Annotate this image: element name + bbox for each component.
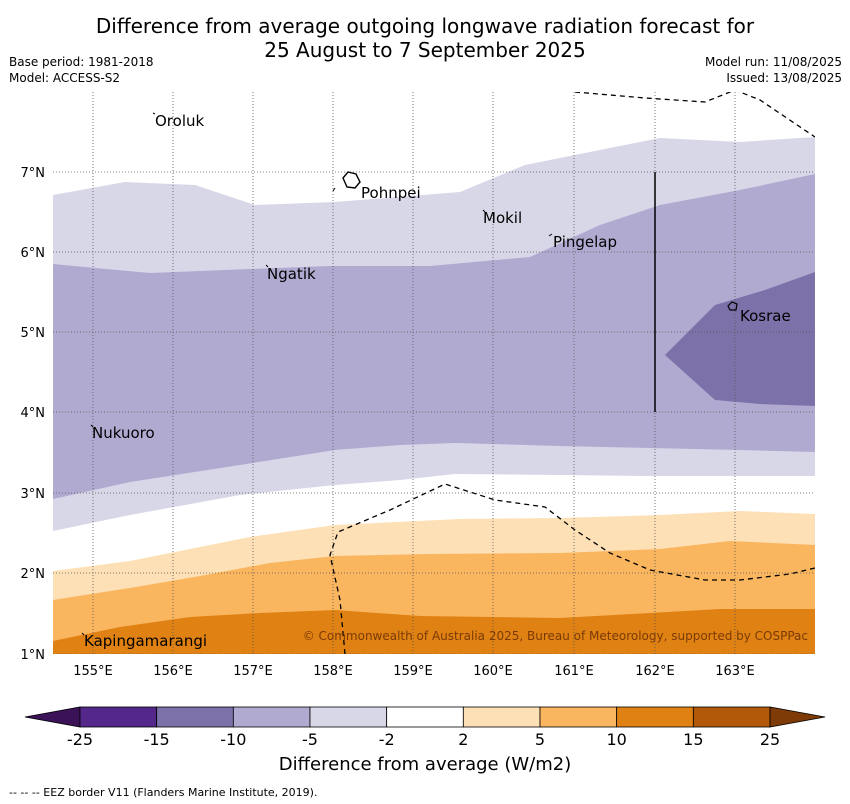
colorbar-tick-label: 25 bbox=[760, 730, 780, 749]
eez-border-north bbox=[574, 92, 815, 138]
pohnpei-island bbox=[342, 171, 361, 189]
title-line-1: Difference from average outgoing longwav… bbox=[95, 14, 755, 38]
colorbar-box bbox=[616, 706, 694, 728]
colorbar-tick-label: 5 bbox=[535, 730, 545, 749]
lon-tick: 162°E bbox=[635, 664, 675, 679]
colorbar-boxes bbox=[24, 706, 826, 728]
copyright-text: © Commonwealth of Australia 2025, Bureau… bbox=[303, 629, 808, 643]
meta-right: Model run: 11/08/2025 Issued: 13/08/2025 bbox=[705, 54, 842, 86]
colorbar-tick-label: 10 bbox=[606, 730, 626, 749]
colorbar-box bbox=[232, 706, 311, 728]
colorbar-tick-label: -10 bbox=[220, 730, 246, 749]
colorbar-box bbox=[309, 706, 388, 728]
lat-tick: 7°N bbox=[21, 166, 46, 181]
footer-note: -- -- -- EEZ border V11 (Flanders Marine… bbox=[9, 786, 318, 799]
place-ngatik: Ngatik bbox=[267, 265, 316, 283]
colorbar-ticks: -25 -15 -10 -5 -2 2 5 10 15 25 bbox=[67, 730, 780, 749]
grid-lines bbox=[53, 92, 815, 654]
colorbar-tick-label: -25 bbox=[67, 730, 93, 749]
place-labels: Oroluk Pohnpei Mokil Pingelap Ngatik Kos… bbox=[84, 112, 791, 650]
colorbar-box bbox=[79, 706, 158, 728]
colorbar-tick-label: -5 bbox=[302, 730, 318, 749]
lon-tick: 155°E bbox=[73, 664, 113, 679]
lat-tick: 6°N bbox=[21, 246, 46, 261]
eez-border-south bbox=[329, 483, 815, 654]
place-nukuoro: Nukuoro bbox=[92, 424, 155, 442]
band-neg10-neg15 bbox=[665, 272, 815, 406]
lon-tick: 157°E bbox=[233, 664, 273, 679]
band-neg5-neg10 bbox=[53, 174, 815, 499]
place-pingelap: Pingelap bbox=[553, 233, 617, 251]
lon-tick: 159°E bbox=[393, 664, 433, 679]
title-line-2: 25 August to 7 September 2025 bbox=[264, 38, 586, 62]
colorbar-extend-low bbox=[24, 706, 81, 728]
contour-fill bbox=[53, 137, 815, 654]
colorbar-box bbox=[156, 706, 234, 728]
lon-tick: 158°E bbox=[313, 664, 353, 679]
place-pohnpei: Pohnpei bbox=[361, 184, 421, 202]
colorbar-label: Difference from average (W/m2) bbox=[278, 754, 572, 775]
place-kosrae: Kosrae bbox=[740, 307, 791, 325]
colorbar-box bbox=[539, 706, 618, 728]
lat-tick: 3°N bbox=[21, 487, 46, 502]
colorbar-box bbox=[462, 706, 541, 728]
place-mokil: Mokil bbox=[483, 209, 522, 227]
lon-tick-labels: 155°E 156°E 157°E 158°E 159°E 160°E 161°… bbox=[73, 664, 755, 679]
atoll-marks bbox=[81, 112, 553, 636]
lat-tick: 1°N bbox=[21, 648, 46, 663]
band-10-15 bbox=[53, 609, 815, 654]
eez-borders bbox=[329, 92, 815, 654]
lon-tick: 156°E bbox=[153, 664, 193, 679]
meta-left: Base period: 1981-2018 Model: ACCESS-S2 bbox=[9, 54, 154, 86]
kosrae-island bbox=[727, 301, 738, 311]
place-kapingamarangi: Kapingamarangi bbox=[84, 632, 207, 650]
model-run: Model run: 11/08/2025 bbox=[704, 55, 842, 69]
base-period: Base period: 1981-2018 bbox=[9, 55, 154, 69]
lon-tick: 160°E bbox=[473, 664, 513, 679]
colorbar-tick-label: 2 bbox=[458, 730, 468, 749]
colorbar-tick-label: -15 bbox=[144, 730, 170, 749]
issued-date: Issued: 13/08/2025 bbox=[726, 71, 842, 85]
colorbar-tick-label: -2 bbox=[379, 730, 395, 749]
map-title: Difference from average outgoing longwav… bbox=[0, 14, 850, 62]
lat-tick: 5°N bbox=[21, 326, 46, 341]
colorbar-extend-high bbox=[769, 706, 826, 728]
place-oroluk: Oroluk bbox=[155, 112, 204, 130]
lon-tick: 161°E bbox=[554, 664, 594, 679]
colorbar-box bbox=[386, 706, 464, 728]
lon-tick: 163°E bbox=[715, 664, 755, 679]
map-plot: Oroluk Pohnpei Mokil Pingelap Ngatik Kos… bbox=[21, 92, 815, 679]
colorbar-box bbox=[692, 706, 771, 728]
lat-tick-labels: 1°N 2°N 3°N 4°N 5°N 6°N 7°N bbox=[21, 166, 46, 663]
lat-tick: 2°N bbox=[21, 567, 46, 582]
lat-tick: 4°N bbox=[21, 406, 46, 421]
model-name: Model: ACCESS-S2 bbox=[9, 71, 121, 85]
colorbar-tick-label: 15 bbox=[683, 730, 703, 749]
pohnpei-islet bbox=[332, 187, 336, 192]
